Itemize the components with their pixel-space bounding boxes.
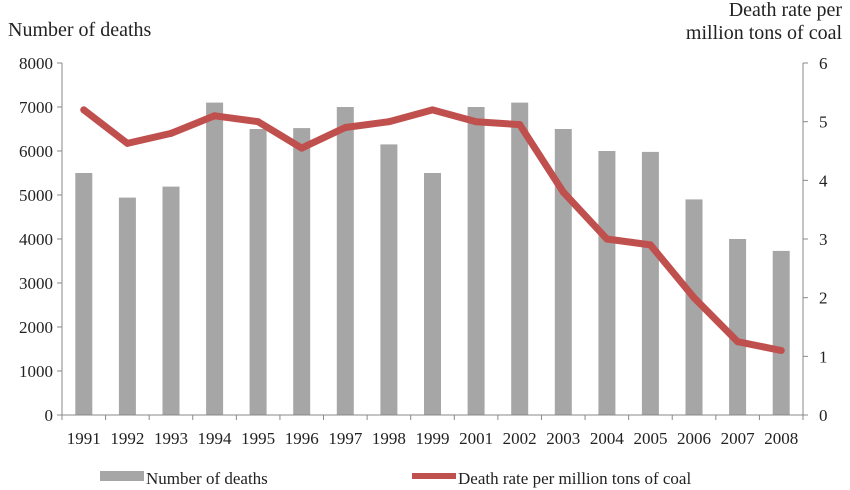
bar-1995: [249, 129, 267, 415]
death-rate-point-2005: [646, 241, 654, 249]
bar-2003: [554, 129, 572, 415]
y2-tick-label: 2: [819, 289, 828, 308]
bar-1998: [380, 144, 398, 415]
bar-1996: [293, 128, 311, 415]
death-rate-point-1993: [167, 129, 175, 137]
death-rate-point-1998: [385, 118, 393, 126]
y-tick-label: 1000: [19, 362, 53, 381]
bars-layer: [75, 102, 790, 415]
bar-1993: [162, 186, 180, 415]
y2-tick-label: 3: [819, 230, 828, 249]
y-tick-label: 5000: [19, 186, 53, 205]
y2-tick-label: 1: [819, 347, 828, 366]
death-rate-point-2004: [603, 235, 611, 243]
y2-tick-label: 5: [819, 113, 828, 132]
line-layer: [80, 106, 785, 354]
bar-1994: [206, 102, 224, 415]
x-tick-label: 1994: [198, 429, 233, 448]
x-tick-label: 1993: [154, 429, 188, 448]
y-tick-label: 6000: [19, 142, 53, 161]
x-tick-label: 2002: [503, 429, 537, 448]
bar-2002: [511, 102, 529, 415]
y-tick-label: 4000: [19, 230, 53, 249]
x-tick-label: 2008: [764, 429, 798, 448]
death-rate-point-2001: [472, 118, 480, 126]
bar-2008: [772, 250, 790, 415]
bar-1999: [424, 173, 441, 415]
axes-layer: 0 1000 2000 3000 4000 5000 6000 7000 8000 0 1 2 3 4 5 6…: [19, 54, 828, 448]
y-tick-label: 2000: [19, 318, 53, 337]
x-tick-label: 2007: [721, 429, 756, 448]
death-rate-point-2007: [734, 338, 742, 346]
death-rate-point-2003: [559, 188, 567, 196]
bar-1991: [75, 173, 93, 415]
bar-2004: [598, 151, 616, 415]
x-tick-label: 2006: [677, 429, 711, 448]
x-tick-label: 2001: [459, 429, 493, 448]
death-rate-point-2002: [516, 121, 524, 129]
death-rate-point-1995: [254, 118, 262, 126]
bar-2005: [641, 151, 659, 415]
bar-2006: [685, 199, 703, 415]
x-tick-label: 1992: [110, 429, 144, 448]
x-tick-label: 1997: [328, 429, 363, 448]
legend-label-bars: Number of deaths: [146, 469, 268, 488]
death-rate-point-2008: [777, 347, 785, 354]
x-tick-label: 1998: [372, 429, 406, 448]
y2-axis-title-line1: Death rate per: [729, 0, 843, 21]
labels-layer: Number of deaths Death rate per million …: [8, 0, 842, 44]
death-rate-point-1994: [211, 112, 219, 120]
x-tick-label: 2003: [546, 429, 580, 448]
y-tick-label: 7000: [19, 98, 53, 117]
legend: Number of deaths Death rate per million …: [100, 469, 691, 488]
y-tick-label: 3000: [19, 274, 53, 293]
y2-tick-label: 0: [819, 406, 828, 425]
y2-tick-label: 4: [819, 171, 828, 190]
x-tick-label: 1995: [241, 429, 275, 448]
bar-2007: [729, 239, 747, 415]
x-tick-label: 1991: [67, 429, 101, 448]
death-rate-point-1999: [429, 106, 436, 114]
legend-label-line: Death rate per million tons of coal: [458, 469, 691, 488]
death-rate-point-1996: [298, 144, 306, 152]
bar-2001: [467, 107, 485, 415]
y2-axis-title-line2: million tons of coal: [686, 22, 843, 44]
y-tick-label: 8000: [19, 54, 53, 73]
legend-swatch-bars: [100, 471, 144, 481]
y-tick-label: 0: [45, 406, 54, 425]
death-rate-point-1992: [123, 139, 131, 147]
bar-1997: [336, 107, 354, 415]
bar-1992: [118, 197, 136, 415]
x-tick-label: 1999: [416, 429, 450, 448]
death-rate-point-1997: [341, 124, 349, 131]
y2-tick-label: 6: [819, 54, 828, 73]
death-rate-point-1991: [80, 106, 88, 114]
death-rate-point-2006: [690, 294, 698, 302]
x-tick-label: 2004: [590, 429, 625, 448]
x-tick-label: 1996: [285, 429, 319, 448]
y-axis-title: Number of deaths: [8, 19, 152, 41]
x-tick-label: 2005: [633, 429, 667, 448]
